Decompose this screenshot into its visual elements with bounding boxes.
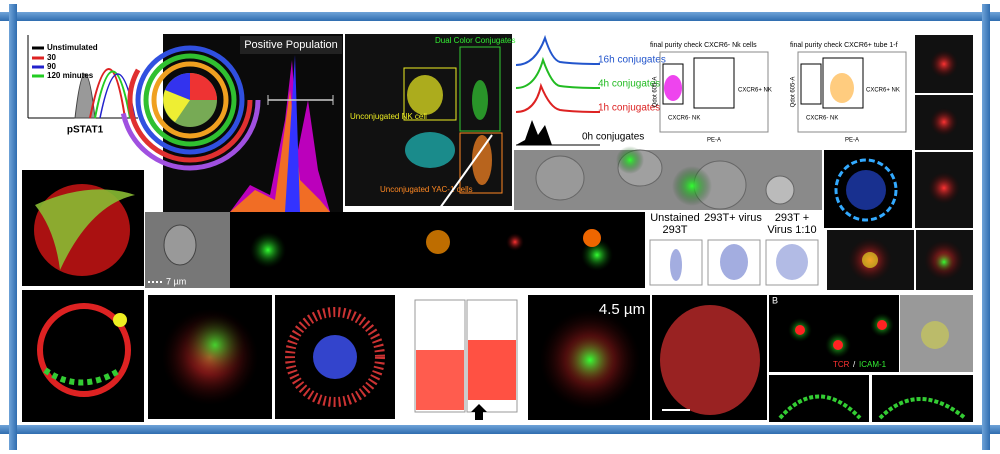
series-label: 4h conjugates	[598, 79, 660, 90]
histogram-panel: Unstimulated 30 90 120 minutes pSTAT1	[27, 35, 138, 136]
conjugate-panel: 16h conjugates 4h conjugates 1h conjugat…	[515, 34, 666, 146]
series-label: 1h conjugates	[598, 103, 660, 114]
micrograph: 4.5 µm B TCR / ICAM-1	[22, 290, 973, 422]
population-panel: Positive Population	[119, 29, 343, 212]
panel-title: final purity check CXCR6+ tube 1-f	[790, 42, 898, 49]
axis-label: PE-A	[845, 138, 859, 144]
gate-label: CXCR6+ NK	[738, 88, 772, 94]
purity-panel: final purity check CXCR6+ tube 1-f Qdot …	[790, 42, 907, 144]
gate-label: CXCR6- NK	[806, 116, 838, 122]
stain-label: ICAM-1	[859, 360, 887, 369]
gate-label: CXCR6- NK	[668, 116, 700, 122]
purity-panel: final purity check CXCR6- Nk cells Qdot …	[650, 42, 772, 144]
axis-label: Qdot 605-A	[653, 77, 659, 108]
series-label: 0h conjugates	[582, 132, 644, 143]
axis-label: PE-A	[707, 138, 721, 144]
panel-title: Positive Population	[244, 39, 338, 51]
stain-separator: /	[853, 360, 856, 369]
micrograph	[22, 170, 144, 286]
micrograph	[514, 146, 822, 210]
legend-label: 120 minutes	[47, 71, 94, 80]
panel-title: final purity check CXCR6- Nk cells	[650, 42, 757, 49]
panel-letter: B	[772, 295, 778, 305]
frame-bar	[0, 12, 1000, 21]
axis-label: pSTAT1	[67, 125, 104, 136]
scatter-panel: Dual Color Conjugates Unconjugated NK ce…	[345, 34, 516, 242]
gate-label: CXCR6+ NK	[866, 88, 900, 94]
scatter-label: Unconjugated YAC-1 cells	[380, 185, 473, 194]
panel-label: 293T + Virus 1:10	[767, 212, 817, 236]
frame-bar	[982, 4, 990, 450]
scale-label: 4.5 µm	[599, 301, 645, 318]
scatter-label: Dual Color Conjugates	[435, 36, 516, 45]
micrograph-strip: 7 µm	[145, 212, 645, 288]
micrograph	[827, 230, 973, 290]
micrograph	[915, 35, 973, 228]
axis-label: Qdot 605-A	[791, 77, 797, 108]
frame-bar	[0, 425, 1000, 434]
scale-label: 7 µm	[166, 276, 186, 286]
stain-label: TCR	[833, 360, 850, 369]
scatter-label: Unconjugated NK cell	[350, 112, 427, 121]
legend-label: 90	[47, 62, 56, 71]
legend-label: 30	[47, 53, 56, 62]
frame-bar	[9, 4, 17, 450]
panel-label: 293T+ virus	[704, 212, 762, 224]
virus-panel: Unstained 293T 293T+ virus 293T + Virus …	[645, 212, 823, 288]
panel-label: Unstained 293T	[650, 212, 700, 236]
legend-label: Unstimulated	[47, 43, 98, 52]
series-label: 16h conjugates	[598, 55, 666, 66]
micrograph	[824, 150, 912, 228]
